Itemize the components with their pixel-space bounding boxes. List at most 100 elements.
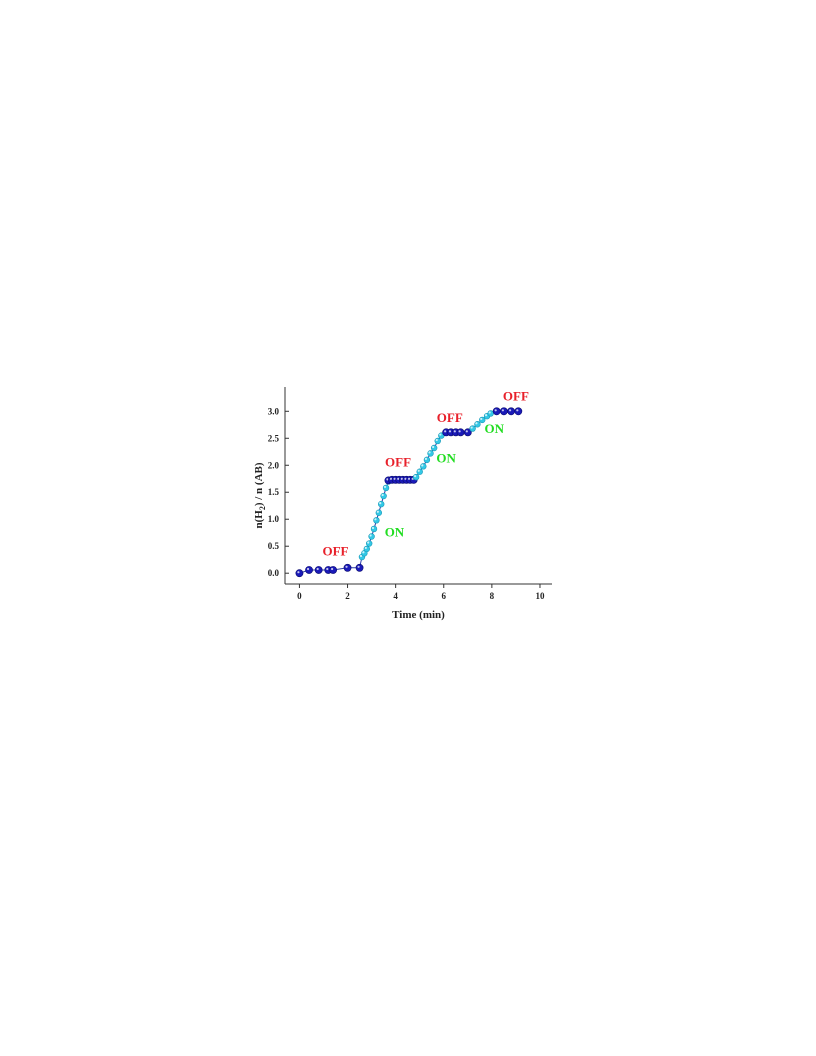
y-axis-ticks: 0.0 0.5 1.0 1.5 2.0 2.5 3.0 xyxy=(268,406,289,578)
x-axis-title: Time (min) xyxy=(392,609,445,621)
data-point-on xyxy=(380,492,387,500)
data-point-off xyxy=(355,563,364,572)
data-point-highlight xyxy=(470,426,473,429)
data-point-on xyxy=(368,533,375,540)
data-point-highlight xyxy=(488,411,491,414)
annotation-off: OFF xyxy=(437,410,463,425)
data-point-off xyxy=(343,563,352,572)
y-tick-label: 2.5 xyxy=(268,433,280,443)
plot-area: 0.0 0.5 1.0 1.5 2.0 2.5 3.0 0 2 4 6 8 10 OFF ON OFF ON… xyxy=(268,387,552,601)
data-point-off xyxy=(514,407,523,416)
data-point-off xyxy=(295,569,304,578)
data-point-highlight xyxy=(407,477,411,480)
data-point-highlight xyxy=(393,477,396,480)
data-point-highlight xyxy=(432,445,435,449)
state-annotations: OFF ON OFF ON OFF ON OFF xyxy=(323,388,529,558)
x-tick-label: 10 xyxy=(535,591,545,601)
data-point-off xyxy=(329,566,338,574)
annotation-off: OFF xyxy=(385,454,411,469)
data-series xyxy=(295,407,523,578)
data-point-highlight xyxy=(367,541,370,544)
data-point-highlight xyxy=(381,493,384,497)
data-point-on xyxy=(382,484,390,492)
data-point-highlight xyxy=(444,430,447,433)
data-point-highlight xyxy=(376,510,379,513)
x-tick-label: 0 xyxy=(297,591,302,601)
data-point-off xyxy=(305,566,313,574)
y-axis-title-main: n(H xyxy=(253,510,265,529)
data-point-on xyxy=(469,425,476,432)
data-point-highlight xyxy=(458,430,461,433)
data-point-on xyxy=(474,421,481,428)
x-tick-label: 8 xyxy=(490,591,495,601)
data-point-on xyxy=(423,456,431,464)
data-point-on xyxy=(363,545,370,553)
x-axis-ticks: 0 2 4 6 8 10 xyxy=(297,584,545,601)
data-point-highlight xyxy=(404,477,407,480)
data-point-highlight xyxy=(494,409,497,412)
data-point-on xyxy=(370,525,378,533)
data-point-on xyxy=(487,410,494,417)
data-point-highlight xyxy=(306,567,310,571)
data-point-off xyxy=(456,428,465,437)
data-point-highlight xyxy=(484,414,488,417)
annotation-on: ON xyxy=(436,451,456,466)
data-point-highlight xyxy=(345,565,348,568)
data-point-highlight xyxy=(383,485,387,489)
data-point-highlight xyxy=(400,477,403,480)
data-point-highlight xyxy=(501,409,504,412)
data-point-highlight xyxy=(480,417,483,421)
y-axis-title-rest: ) / n (AB) xyxy=(253,462,265,506)
data-point-on xyxy=(412,473,420,481)
y-tick-label: 2.0 xyxy=(268,460,280,470)
data-point-highlight xyxy=(359,554,363,558)
segment-on xyxy=(469,410,494,432)
y-axis-title-subscript: 2 xyxy=(258,506,267,510)
data-point-highlight xyxy=(448,430,452,433)
y-tick-label: 3.0 xyxy=(268,406,280,416)
data-point-highlight xyxy=(417,469,420,472)
data-point-highlight xyxy=(374,518,377,521)
data-point-off xyxy=(463,428,472,437)
y-tick-label: 0.5 xyxy=(268,541,280,551)
data-point-highlight xyxy=(435,438,438,442)
segment-off xyxy=(384,475,418,485)
annotation-on: ON xyxy=(485,421,505,436)
y-tick-label: 1.0 xyxy=(268,514,280,524)
data-point-on xyxy=(420,463,427,470)
data-point-highlight xyxy=(389,477,393,480)
data-point-off xyxy=(314,566,323,574)
segment-off xyxy=(442,428,472,437)
data-point-off xyxy=(492,407,501,416)
data-point-on xyxy=(378,500,385,508)
data-point-highlight xyxy=(424,457,428,460)
data-point-highlight xyxy=(465,430,468,433)
data-point-highlight xyxy=(453,430,456,433)
segment-off xyxy=(492,407,523,416)
data-point-highlight xyxy=(428,451,431,454)
x-tick-label: 4 xyxy=(393,591,398,601)
data-point-highlight xyxy=(369,534,372,537)
data-point-highlight xyxy=(371,526,375,530)
data-point-highlight xyxy=(379,502,382,505)
data-point-on xyxy=(373,517,380,524)
data-point-highlight xyxy=(357,565,360,568)
data-point-highlight xyxy=(297,571,300,574)
data-point-off xyxy=(499,407,508,416)
data-point-on xyxy=(416,468,423,475)
annotation-off: OFF xyxy=(503,388,529,403)
data-point-highlight xyxy=(516,409,519,412)
data-point-highlight xyxy=(362,551,365,554)
x-tick-label: 6 xyxy=(442,591,447,601)
data-point-on xyxy=(375,509,383,516)
y-tick-label: 1.5 xyxy=(268,487,280,497)
data-point-highlight xyxy=(439,433,442,436)
data-point-on xyxy=(365,540,373,547)
data-point-on xyxy=(427,450,434,457)
data-point-highlight xyxy=(413,475,417,478)
segment-on xyxy=(358,478,392,561)
data-point-highlight xyxy=(397,477,400,480)
x-tick-label: 2 xyxy=(345,591,350,601)
data-point-highlight xyxy=(326,567,329,571)
